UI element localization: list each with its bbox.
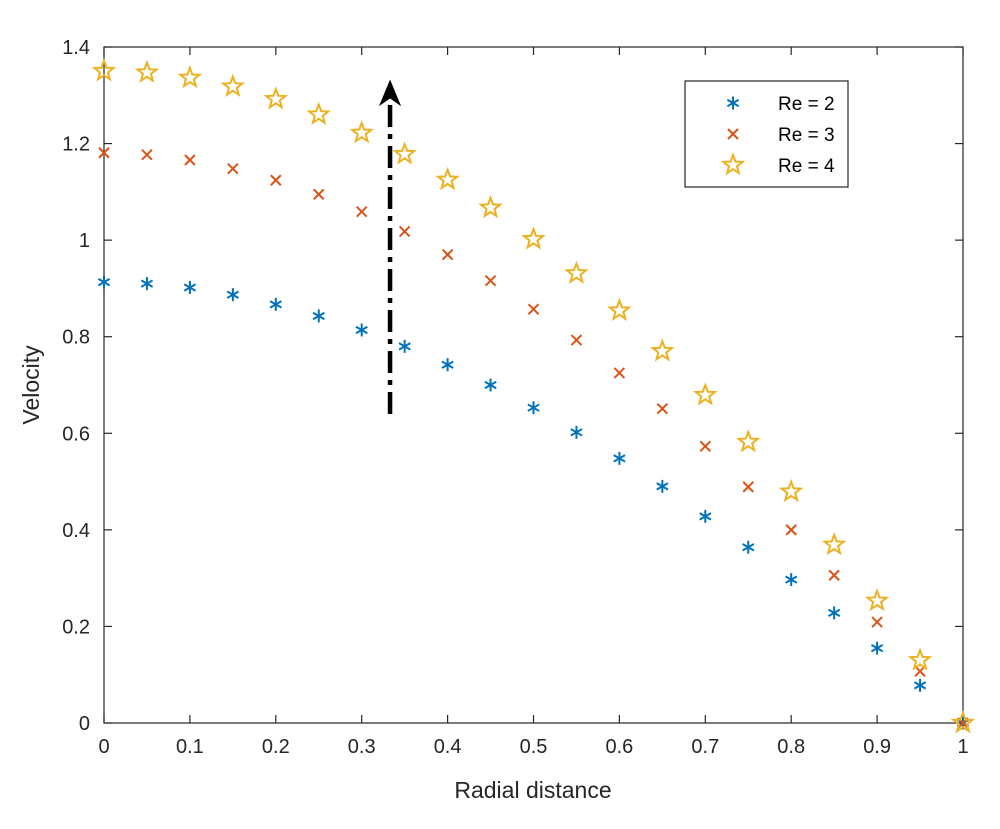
legend-label: Re = 2 bbox=[778, 94, 835, 115]
data-point bbox=[656, 402, 669, 415]
data-point bbox=[570, 334, 583, 346]
data-point bbox=[98, 147, 110, 159]
data-point bbox=[527, 401, 540, 415]
data-point bbox=[134, 59, 160, 83]
data-point bbox=[821, 531, 847, 556]
data-point bbox=[870, 641, 884, 655]
data-point bbox=[270, 174, 282, 186]
data-point bbox=[913, 678, 927, 692]
y-tick-label: 0 bbox=[79, 713, 90, 735]
x-tick-label: 0.3 bbox=[348, 736, 376, 758]
data-marks bbox=[91, 58, 976, 734]
tick-labels: 0 0.1 0.2 0.3 0.4 0.5 0.6 0.7 0.8 0.9 1 0 0.2 0.4 0.6 0… bbox=[62, 37, 968, 758]
x-tick-label: 0.8 bbox=[777, 736, 805, 758]
data-point bbox=[607, 297, 632, 322]
data-point bbox=[140, 277, 154, 291]
data-point bbox=[312, 309, 325, 323]
data-point bbox=[263, 86, 289, 110]
data-point bbox=[699, 440, 712, 453]
data-point bbox=[398, 339, 411, 353]
data-point bbox=[184, 154, 196, 166]
data-point bbox=[97, 275, 111, 289]
y-tick-label: 0.6 bbox=[62, 423, 90, 445]
data-point bbox=[785, 573, 798, 587]
legend-marker bbox=[727, 128, 739, 140]
data-point bbox=[693, 382, 718, 406]
data-point bbox=[827, 606, 841, 620]
series-1 bbox=[97, 275, 970, 730]
x-tick-label: 0 bbox=[98, 736, 109, 758]
data-point bbox=[313, 188, 325, 200]
y-tick-label: 0.2 bbox=[62, 616, 90, 638]
data-point bbox=[742, 481, 754, 493]
legend-marker bbox=[720, 152, 746, 176]
data-point bbox=[392, 141, 417, 165]
x-tick-label: 0.1 bbox=[176, 736, 204, 758]
legend: Re = 2 Re = 3 Re = 4 bbox=[684, 80, 849, 188]
data-point bbox=[183, 280, 197, 294]
data-point bbox=[828, 569, 840, 581]
data-point bbox=[227, 162, 239, 175]
annotation-arrow-head bbox=[378, 79, 402, 107]
y-tick-label: 0.4 bbox=[62, 520, 90, 542]
data-point bbox=[141, 148, 153, 161]
data-point bbox=[871, 616, 883, 628]
data-point bbox=[736, 429, 761, 453]
data-point bbox=[435, 166, 460, 191]
x-tick-label: 0.4 bbox=[434, 736, 462, 758]
data-point bbox=[570, 425, 583, 439]
data-point bbox=[226, 288, 240, 302]
data-point bbox=[907, 647, 933, 671]
data-point bbox=[613, 367, 626, 379]
data-point bbox=[950, 710, 976, 734]
data-point bbox=[778, 478, 804, 503]
data-point bbox=[91, 58, 117, 82]
x-axis-title: Radial distance bbox=[454, 777, 611, 803]
y-axis-title: Velocity bbox=[18, 345, 44, 425]
data-point bbox=[527, 303, 540, 315]
data-point bbox=[306, 101, 331, 126]
data-point bbox=[355, 205, 368, 218]
y-tick-label: 1.2 bbox=[62, 134, 90, 156]
data-point bbox=[699, 509, 712, 523]
legend-box bbox=[684, 80, 849, 188]
data-point bbox=[349, 120, 374, 144]
data-point bbox=[478, 194, 503, 219]
data-point bbox=[441, 358, 454, 372]
annotation-layer bbox=[378, 79, 402, 414]
data-point bbox=[742, 540, 755, 554]
data-point bbox=[914, 665, 926, 678]
x-tick-label: 0.2 bbox=[262, 736, 290, 758]
data-point bbox=[220, 73, 246, 97]
data-point bbox=[564, 260, 589, 284]
data-point bbox=[650, 338, 675, 362]
y-tick-label: 1 bbox=[79, 230, 90, 252]
data-point bbox=[177, 65, 203, 89]
y-tick-label: 1.4 bbox=[62, 37, 90, 59]
data-point bbox=[269, 297, 282, 311]
data-point bbox=[656, 479, 669, 493]
legend-label: Re = 3 bbox=[778, 125, 835, 146]
x-tick-label: 0.5 bbox=[520, 736, 548, 758]
x-tick-label: 0.9 bbox=[863, 736, 891, 758]
x-tick-label: 0.6 bbox=[605, 736, 633, 758]
series-3 bbox=[91, 58, 976, 734]
data-point bbox=[613, 451, 626, 465]
data-point bbox=[398, 225, 411, 238]
data-point bbox=[484, 274, 497, 287]
data-point bbox=[521, 226, 546, 250]
axis-ticks bbox=[103, 46, 964, 724]
legend-marker bbox=[726, 96, 740, 110]
data-point bbox=[484, 378, 497, 392]
x-tick-label: 1 bbox=[957, 736, 968, 758]
legend-label: Re = 4 bbox=[778, 156, 835, 177]
data-point bbox=[785, 524, 797, 536]
data-point bbox=[355, 323, 368, 337]
x-tick-label: 0.7 bbox=[691, 736, 719, 758]
y-tick-label: 0.8 bbox=[62, 327, 90, 349]
data-point bbox=[441, 248, 454, 261]
data-point bbox=[864, 587, 890, 612]
